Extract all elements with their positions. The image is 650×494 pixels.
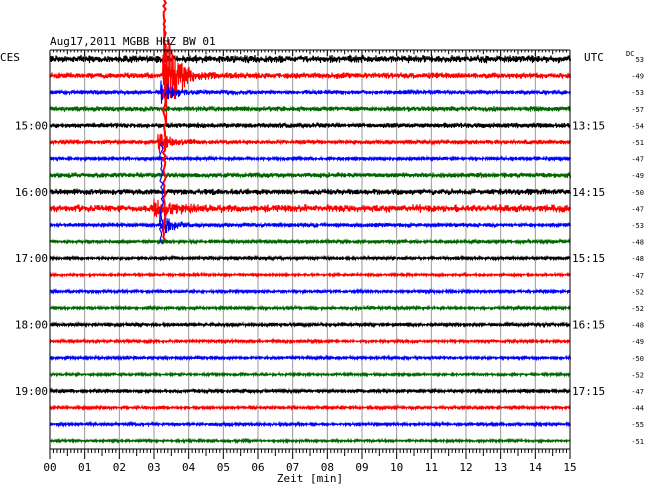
labels: Aug17,2011 MGBB HHZ BW 01 CES UTC DC Zei… bbox=[0, 35, 634, 485]
dc-offset-label: -51 bbox=[631, 438, 644, 446]
plot-frame bbox=[49, 49, 571, 459]
dc-offset-label: -48 bbox=[631, 239, 644, 247]
trace-line bbox=[49, 105, 572, 113]
spike-line bbox=[161, 0, 168, 241]
trace-line bbox=[49, 254, 571, 262]
trace-line bbox=[49, 188, 572, 196]
left-hour-label: 18:00 bbox=[15, 319, 48, 332]
left-hour-label: 16:00 bbox=[15, 186, 48, 199]
right-hour-label: 17:15 bbox=[572, 385, 605, 398]
dc-offset-label: 53 bbox=[636, 56, 644, 64]
x-tick-label: 08 bbox=[321, 461, 334, 474]
dc-offset-label: -52 bbox=[631, 305, 644, 313]
x-tick-label: 02 bbox=[113, 461, 126, 474]
x-tick-label: 12 bbox=[459, 461, 472, 474]
dc-offset-label: -47 bbox=[631, 205, 644, 213]
trace-line bbox=[49, 403, 571, 412]
trace-line bbox=[49, 437, 571, 445]
trace-line bbox=[49, 320, 571, 329]
dc-offset-label: -52 bbox=[631, 288, 644, 296]
axis-labels: 00 01 02 03 04 05 06 07 08 09 10 11 12 13 14 15 15:00 16:… bbox=[15, 56, 644, 474]
trace-line bbox=[49, 387, 571, 395]
x-tick-label: 05 bbox=[217, 461, 230, 474]
dc-offset-label: -54 bbox=[631, 122, 644, 130]
right-hour-label: 13:15 bbox=[572, 119, 605, 132]
x-tick-label: 00 bbox=[43, 461, 56, 474]
traces bbox=[49, 19, 572, 445]
dc-offset-label: -44 bbox=[631, 405, 644, 413]
dc-offset-label: -57 bbox=[631, 106, 644, 114]
left-hour-label: 17:00 bbox=[15, 252, 48, 265]
dc-offset-label: -49 bbox=[631, 73, 644, 81]
x-tick-label: 13 bbox=[494, 461, 507, 474]
x-tick-label: 10 bbox=[390, 461, 403, 474]
spike-line-secondary bbox=[158, 141, 165, 245]
trace-line bbox=[49, 337, 571, 345]
dc-offset-label: -47 bbox=[631, 272, 644, 280]
dc-offset-label: -49 bbox=[631, 172, 644, 180]
trace-line bbox=[49, 171, 572, 179]
x-tick-label: 15 bbox=[563, 461, 576, 474]
x-tick-label: 01 bbox=[78, 461, 91, 474]
left-hour-label: 19:00 bbox=[15, 385, 48, 398]
dc-offset-label: -55 bbox=[631, 421, 644, 429]
dc-offset-label: -52 bbox=[631, 371, 644, 379]
trace-line bbox=[49, 370, 571, 378]
trace-line bbox=[49, 213, 572, 234]
left-hour-label: 15:00 bbox=[15, 119, 48, 132]
dc-offset-label: -50 bbox=[631, 355, 644, 363]
x-tick-label: 04 bbox=[182, 461, 196, 474]
trace-line bbox=[49, 54, 572, 64]
trace-line bbox=[49, 19, 572, 124]
dc-offset-label: -49 bbox=[631, 338, 644, 346]
right-hour-label: 16:15 bbox=[572, 319, 605, 332]
dc-offset-label: -48 bbox=[631, 322, 644, 330]
trace-line bbox=[49, 155, 572, 163]
x-tick-label: 06 bbox=[251, 461, 264, 474]
dc-offset-label: -48 bbox=[631, 255, 644, 263]
event-spike bbox=[158, 0, 168, 245]
trace-line bbox=[49, 287, 572, 295]
dc-header-label: DC bbox=[626, 50, 634, 58]
trace-line bbox=[49, 133, 572, 154]
dc-offset-label: -53 bbox=[631, 222, 644, 230]
trace-line bbox=[49, 354, 572, 362]
x-tick-label: 14 bbox=[529, 461, 543, 474]
chart-title: Aug17,2011 MGBB HHZ BW 01 bbox=[50, 35, 216, 48]
dc-offset-label: -51 bbox=[631, 139, 644, 147]
left-timezone-label: CES bbox=[0, 51, 20, 64]
right-timezone-label: UTC bbox=[584, 51, 604, 64]
trace-line bbox=[49, 237, 571, 246]
trace-line bbox=[49, 198, 572, 218]
x-tick-label: 11 bbox=[425, 461, 438, 474]
x-tick-label: 09 bbox=[355, 461, 368, 474]
dc-offset-label: -47 bbox=[631, 388, 644, 396]
dc-offset-label: -53 bbox=[631, 89, 644, 97]
dc-offset-label: -50 bbox=[631, 189, 644, 197]
x-axis-title: Zeit [min] bbox=[277, 472, 343, 485]
trace-line bbox=[49, 304, 572, 312]
trace-line bbox=[49, 121, 571, 130]
x-tick-label: 03 bbox=[147, 461, 160, 474]
trace-line bbox=[49, 420, 572, 428]
trace-line bbox=[49, 271, 572, 279]
right-hour-label: 14:15 bbox=[572, 186, 605, 199]
x-tick-label: 07 bbox=[286, 461, 299, 474]
trace-line bbox=[49, 80, 572, 104]
grid bbox=[84, 50, 536, 449]
dc-offset-label: -47 bbox=[631, 156, 644, 164]
right-hour-label: 15:15 bbox=[572, 252, 605, 265]
